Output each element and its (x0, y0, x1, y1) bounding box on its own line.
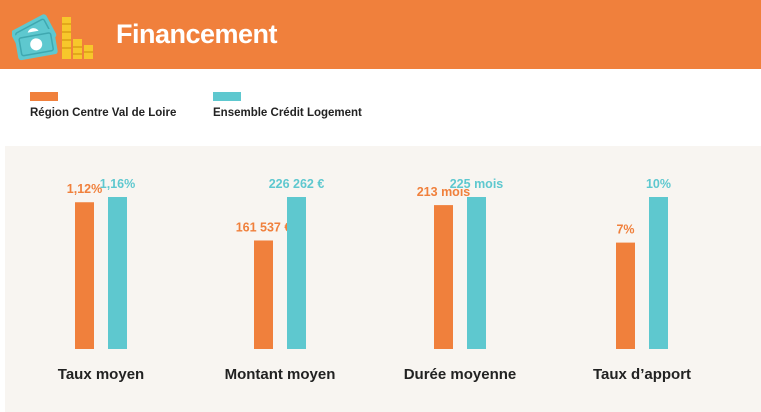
legend-swatch-region (30, 92, 58, 101)
legend-item-ensemble: Ensemble Crédit Logement (213, 92, 362, 119)
bar-chart: 1,12%1,16% Taux moyen 161 537 € 226 262 € Mo… (58, 177, 691, 383)
value-label-ensemble-3: 10% (646, 177, 671, 191)
value-label-region-3: 7% (616, 223, 634, 237)
money-and-coins-icon (12, 14, 93, 61)
chart-area: 1,12% 1,16% Taux moyen 161 537 € 226 262 € Mo… (5, 146, 761, 412)
legend-swatch-ensemble (213, 92, 241, 101)
category-label-2: Durée moyenne (404, 366, 517, 383)
bar-ensemble-2 (467, 197, 486, 349)
legend-label-ensemble: Ensemble Crédit Logement (213, 107, 362, 119)
bar-region-0 (75, 202, 94, 349)
bar-ensemble-0 (108, 197, 127, 349)
bar-ensemble-1 (287, 197, 306, 349)
value-label-region-1: 161 537 € (236, 220, 292, 234)
value-label-ensemble-1: 226 262 € (269, 177, 325, 191)
category-label-3: Taux d’apport (593, 366, 691, 383)
legend-label-region: Région Centre Val de Loire (30, 107, 177, 119)
category-label-0: Taux moyen (58, 366, 144, 383)
value-label-region-0: 1,12% (67, 182, 102, 196)
value-label-region-2: 213 mois (417, 185, 471, 199)
bar-region-1 (254, 240, 273, 349)
value-label-ensemble-0: 1,16% (100, 177, 135, 191)
bar-ensemble-3 (649, 197, 668, 349)
header-banner: Financement (0, 0, 761, 69)
bar-region-3 (616, 242, 635, 349)
bar-region-2 (434, 205, 453, 349)
legend-item-region: Région Centre Val de Loire (30, 92, 176, 119)
value-label-ensemble-2: 225 mois (450, 177, 504, 191)
page-title: Financement (116, 19, 278, 49)
category-label-1: Montant moyen (225, 366, 336, 383)
